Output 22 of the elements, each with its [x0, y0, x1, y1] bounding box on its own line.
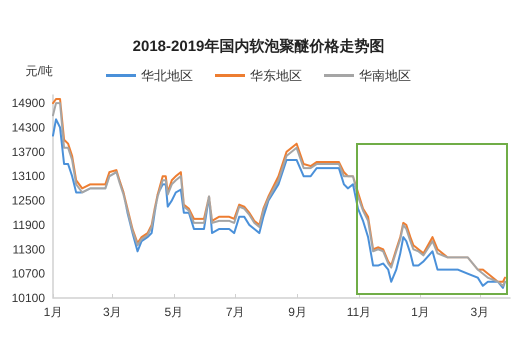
chart-title: 2018-2019年国内软泡聚醚价格走势图: [132, 38, 384, 55]
y-tick-label: 13100: [12, 169, 46, 184]
y-tick-label: 10700: [12, 266, 46, 281]
x-tick-label: 9月: [288, 305, 307, 319]
x-tick-label: 3月: [103, 305, 122, 319]
y-tick-label: 14300: [12, 120, 46, 134]
x-tick-label: 3月: [470, 305, 490, 319]
y-tick-label: 11300: [12, 242, 46, 256]
x-tick-label: 1月: [411, 305, 430, 319]
y-tick-label: 11900: [12, 218, 46, 232]
x-tick-label: 5月: [164, 305, 184, 319]
y-tick-label: 13700: [12, 144, 46, 159]
x-tick-label: 1月: [44, 305, 62, 319]
y-tick-label: 10100: [12, 291, 46, 305]
y-tick-label: 14900: [12, 96, 46, 110]
legend-label: 华北地区: [141, 68, 193, 83]
legend-label: 华东地区: [250, 68, 302, 83]
legend-label: 华南地区: [359, 68, 411, 83]
x-tick-label: 11月: [346, 305, 372, 319]
y-axis-title: 元/吨: [26, 64, 53, 78]
x-tick-label: 7月: [226, 305, 245, 319]
y-tick-label: 12500: [12, 194, 46, 208]
